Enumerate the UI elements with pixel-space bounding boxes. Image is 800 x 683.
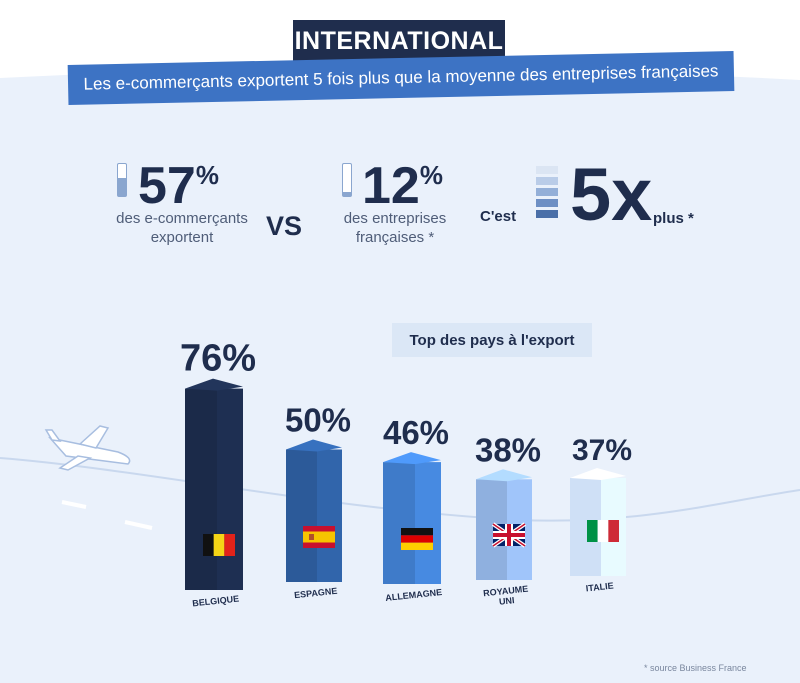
bar-category-label: ITALIE (585, 581, 614, 594)
bar-side (317, 449, 342, 582)
source-note: * source Business France (644, 663, 747, 673)
bar-value-label: 76% (180, 338, 256, 380)
vs-label: VS (266, 211, 303, 241)
bar-top (185, 378, 243, 391)
thermometer-icon (342, 163, 352, 197)
bar-value-label: 50% (285, 402, 351, 439)
bar-top (476, 469, 532, 482)
bar-front (286, 449, 317, 582)
ratio-suffix: plus * (653, 210, 694, 227)
bar-top (383, 452, 441, 465)
bar-front (383, 462, 415, 584)
uk-flag-icon (491, 522, 527, 548)
chart-title: Top des pays à l'export (392, 323, 592, 357)
bar-side (217, 388, 243, 590)
germany-flag-icon (401, 528, 433, 550)
bar-value-label: 37% (572, 434, 632, 467)
page-title: INTERNATIONAL (293, 20, 505, 62)
italy-flag-icon (587, 520, 619, 542)
ecommerce-stat-value: 57% (138, 157, 219, 215)
ecommerce-stat-description: des e-commerçants exportent (116, 210, 248, 246)
belgium-flag-icon (203, 534, 235, 556)
bar-top (570, 467, 626, 480)
bar-side (415, 462, 441, 584)
companies-stat-description: des entreprises françaises * (343, 210, 447, 246)
companies-stat-value: 12% (362, 157, 443, 215)
ratio-prefix: C'est (480, 208, 517, 225)
bar-top (286, 439, 342, 452)
bar-category-label: ESPAGNE (294, 586, 338, 600)
thermometer-icon (117, 163, 127, 197)
stacked-bars-icon (536, 166, 558, 221)
bar-category-label: ALLEMAGNE (385, 587, 443, 603)
airplane-icon (44, 425, 131, 471)
bar-category-label: UNI (499, 595, 515, 607)
ratio-value: 5x (570, 153, 653, 236)
bar-category-label: BELGIQUE (192, 594, 240, 609)
spain-flag-icon (303, 526, 335, 548)
bar-category-label: ROYAUME (483, 584, 529, 599)
bar-value-label: 46% (383, 414, 449, 451)
export-bar-chart: 76% BELGIQUE 50% ESPAGNE 46% ALLEMAGNE 38% ROYA… (180, 338, 632, 609)
bar-front (185, 388, 217, 590)
bar-value-label: 38% (475, 431, 541, 468)
